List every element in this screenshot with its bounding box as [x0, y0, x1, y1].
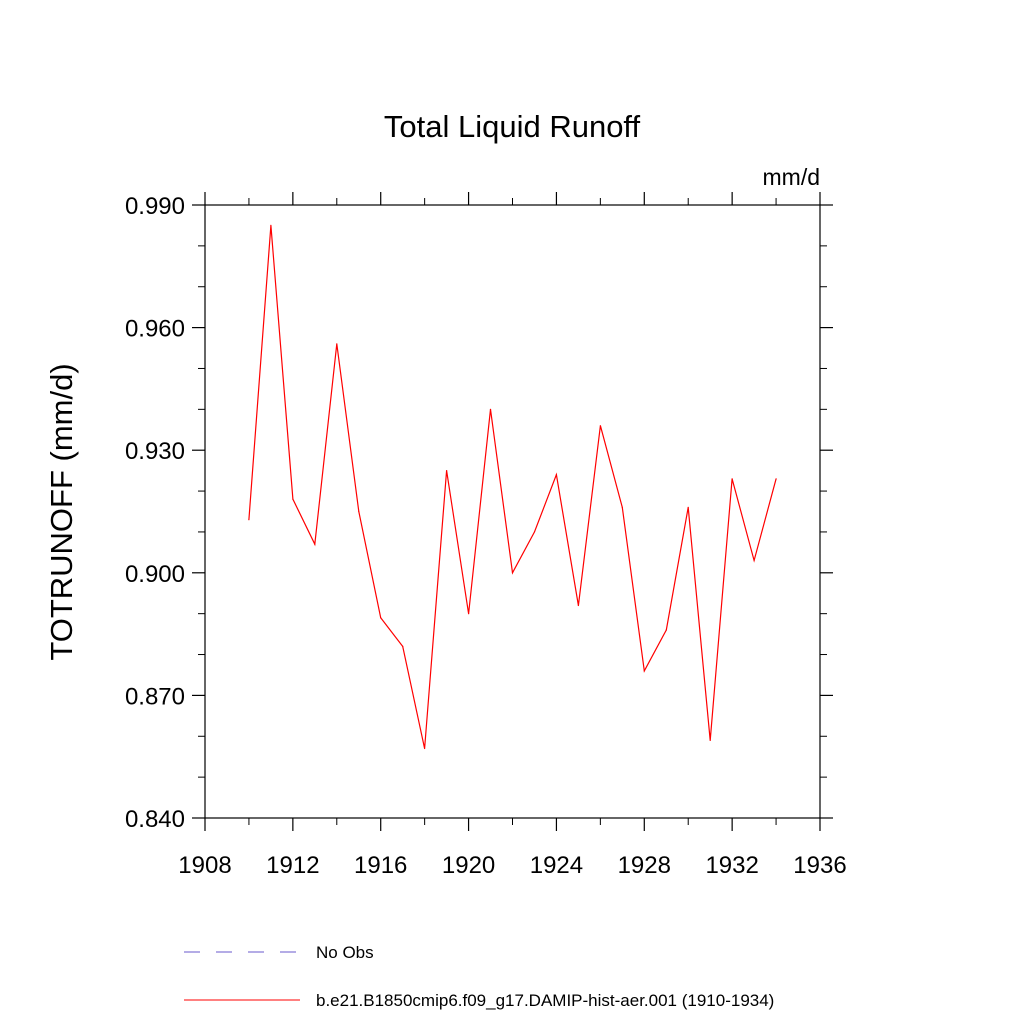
data-point — [687, 506, 689, 508]
data-point — [533, 531, 536, 533]
data-point — [621, 506, 623, 508]
chart-title: Total Liquid Runoff — [384, 109, 641, 144]
data-point — [731, 478, 733, 480]
y-tick-label: 0.990 — [125, 193, 185, 220]
data-point — [424, 747, 426, 750]
series-layer — [248, 224, 777, 750]
data-point — [248, 519, 250, 521]
data-point — [402, 645, 404, 648]
x-tick-label: 1924 — [530, 852, 583, 879]
y-tick-label: 0.960 — [125, 316, 185, 343]
data-point — [709, 739, 711, 742]
data-point — [270, 224, 272, 226]
y-tick-label: 0.900 — [125, 561, 185, 588]
data-point — [358, 510, 360, 513]
data-point — [775, 478, 777, 480]
data-point — [292, 498, 294, 500]
y-tick-label: 0.930 — [125, 438, 185, 465]
series-line-1 — [248, 225, 777, 749]
data-point — [446, 470, 448, 472]
data-point — [336, 343, 338, 345]
y-axis-label: TOTRUNOFF (mm/d) — [44, 363, 79, 660]
legend: No Obs b.e21.B1850cmip6.f09_g17.DAMIP-his… — [184, 943, 774, 1010]
data-point — [380, 617, 382, 619]
data-point — [577, 604, 580, 607]
x-tick-label: 1908 — [178, 852, 231, 879]
data-point — [643, 670, 645, 672]
x-tick-label: 1916 — [354, 852, 407, 879]
data-point — [511, 572, 514, 574]
legend-label-0: No Obs — [316, 943, 374, 962]
x-tick-label: 1936 — [793, 852, 846, 879]
x-tick-label: 1912 — [266, 852, 319, 879]
data-point — [753, 559, 755, 562]
data-point — [665, 629, 667, 631]
data-point — [468, 613, 470, 615]
y-tick-label: 0.840 — [125, 806, 185, 833]
x-tick-label: 1920 — [442, 852, 495, 879]
axes: 1908 1912 1916 1920 1924 1928 1932 1936 0.840 0.8… — [125, 192, 847, 879]
units-label: mm/d — [763, 164, 821, 190]
x-tick-label: 1932 — [705, 852, 758, 879]
legend-label-1: b.e21.B1850cmip6.f09_g17.DAMIP-hist-aer.… — [316, 991, 774, 1010]
data-point — [555, 474, 558, 476]
data-point — [489, 408, 492, 410]
data-point — [314, 543, 316, 545]
data-point — [599, 425, 602, 427]
x-tick-label: 1928 — [618, 852, 671, 879]
plot-frame — [204, 204, 821, 819]
y-tick-label: 0.870 — [125, 683, 185, 710]
